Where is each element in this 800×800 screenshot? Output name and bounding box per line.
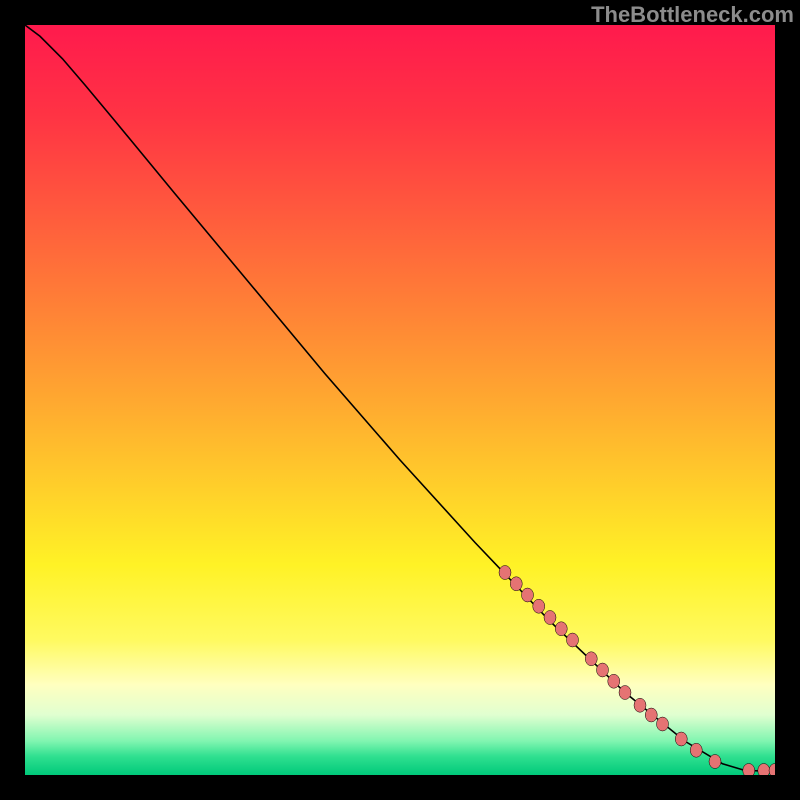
data-marker <box>758 764 770 776</box>
data-marker <box>619 686 631 700</box>
plot-area <box>25 25 775 775</box>
data-marker <box>544 611 556 625</box>
data-marker <box>608 674 620 688</box>
watermark-text: TheBottleneck.com <box>591 2 794 28</box>
data-marker <box>675 732 687 746</box>
data-marker <box>585 652 597 666</box>
data-marker <box>533 599 545 613</box>
data-marker <box>645 708 657 722</box>
chart-svg <box>25 25 775 775</box>
data-marker <box>510 577 522 591</box>
data-marker <box>690 743 702 757</box>
data-marker <box>709 755 721 769</box>
data-marker <box>597 663 609 677</box>
data-marker <box>567 633 579 647</box>
data-marker <box>634 698 646 712</box>
data-marker <box>522 588 534 602</box>
data-marker <box>555 622 567 636</box>
data-marker <box>499 566 511 580</box>
data-marker <box>657 717 669 731</box>
data-marker <box>743 764 755 776</box>
gradient-background <box>25 25 775 775</box>
outer-frame: TheBottleneck.com <box>0 0 800 800</box>
